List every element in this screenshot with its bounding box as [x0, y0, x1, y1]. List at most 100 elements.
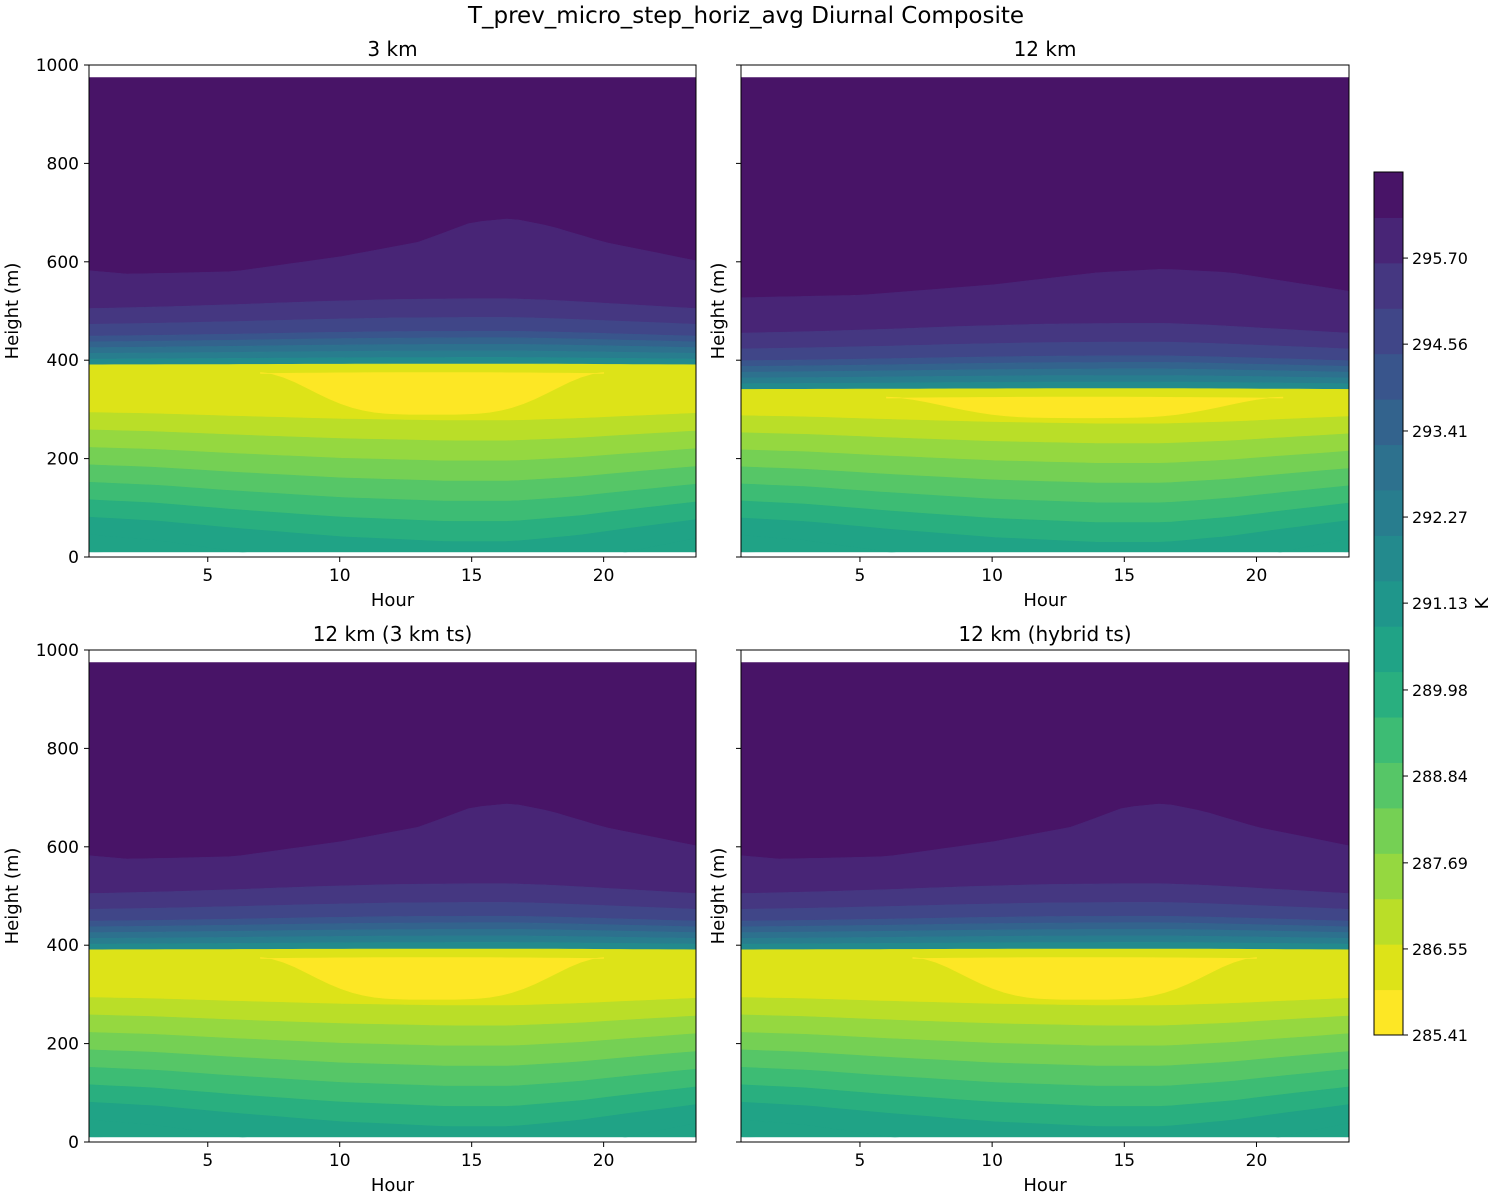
colorbar-swatch	[1374, 853, 1403, 900]
contour-band	[89, 357, 696, 366]
y-tick-label: 200	[47, 1035, 79, 1055]
contour-band	[741, 517, 1349, 553]
x-tick-label: 10	[981, 566, 1003, 586]
contour-band	[89, 942, 696, 951]
panel-12km-3km-ts: 12 km (3 km ts) 5 10 15 20 Hour 0 200 400 600 800 1…	[2, 622, 697, 1196]
x-tick-label: 15	[461, 566, 483, 586]
colorbar-tick-label: 285.41	[1412, 1026, 1468, 1045]
colorbar-swatch	[1374, 308, 1403, 355]
warm-core-band	[260, 372, 604, 415]
contour-field	[89, 662, 696, 1138]
panel-12km: 12 km 5 10 15 20 Hour Height (m)	[708, 37, 1350, 611]
panel-title: 12 km (hybrid ts)	[958, 622, 1131, 646]
colorbar-swatch	[1374, 989, 1403, 1036]
contour-field	[741, 662, 1349, 1138]
colorbar-swatch	[1374, 353, 1403, 400]
colorbar-swatch	[1374, 807, 1403, 854]
contour-band	[741, 534, 1349, 553]
x-axis-label: Hour	[371, 1175, 415, 1196]
x-axis-label: Hour	[1023, 1175, 1067, 1196]
colorbar-swatch	[1374, 262, 1403, 309]
axes-frame	[88, 64, 697, 558]
panel-3km: 3 km 5 10 15 20 Hour 0 200 400 600 800 1000 Height (…	[2, 37, 697, 611]
colorbar-tick-label: 288.84	[1412, 767, 1468, 786]
panel-title: 3 km	[367, 37, 417, 61]
contour-band	[89, 1119, 696, 1138]
panel-12km-hybrid-ts: 12 km (hybrid ts) 5 10 15 20 Hour Height (m)	[708, 622, 1350, 1196]
colorbar-tick-label: 295.70	[1412, 249, 1468, 268]
figure-title: T_prev_micro_step_horiz_avg Diurnal Comp…	[467, 3, 1024, 29]
contour-band	[741, 1119, 1349, 1138]
contour-band	[89, 1101, 696, 1138]
colorbar-swatch	[1374, 762, 1403, 809]
x-tick-label: 5	[855, 1151, 866, 1171]
x-axis-label: Hour	[1023, 590, 1067, 611]
y-axis-label: Height (m)	[2, 263, 23, 360]
y-tick-label: 800	[47, 154, 79, 174]
x-tick-label: 5	[855, 566, 866, 586]
x-tick-label: 15	[1113, 566, 1135, 586]
y-tick-label: 600	[47, 253, 79, 273]
x-tick-label: 15	[461, 1151, 483, 1171]
y-axis-label: Height (m)	[708, 263, 729, 360]
axes-frame	[88, 649, 697, 1143]
warm-core-band	[260, 957, 604, 1000]
x-tick-label: 20	[1246, 1151, 1268, 1171]
contour-field	[741, 77, 1349, 553]
colorbar-swatch	[1374, 217, 1403, 264]
contour-band	[741, 942, 1349, 951]
x-tick-label: 5	[202, 1151, 213, 1171]
panel-title: 12 km (3 km ts)	[313, 622, 473, 646]
colorbar-swatch	[1374, 444, 1403, 491]
y-axis-label: Height (m)	[2, 848, 23, 945]
colorbar-tick-label: 287.69	[1412, 854, 1468, 873]
warm-core-band	[912, 957, 1257, 1000]
x-tick-label: 20	[593, 566, 615, 586]
colorbar-swatch	[1374, 944, 1403, 991]
x-tick-label: 20	[593, 1151, 615, 1171]
contour-field	[89, 77, 696, 553]
warm-core-band	[886, 396, 1284, 419]
y-tick-label: 1000	[36, 56, 79, 76]
contour-band	[741, 1101, 1349, 1138]
x-tick-label: 10	[329, 566, 351, 586]
colorbar-swatch	[1374, 717, 1403, 763]
colorbar: 285.41 286.55 287.69 288.84 289.98 291.13 292.…	[1373, 171, 1493, 1045]
contour-band	[741, 77, 1349, 299]
axes-frame	[740, 64, 1350, 558]
colorbar-tick-label: 289.98	[1412, 681, 1468, 700]
colorbar-tick-label: 294.56	[1412, 335, 1468, 354]
x-axis-label: Hour	[371, 590, 415, 611]
colorbar-tick-label: 292.27	[1412, 508, 1468, 527]
colorbar-swatch	[1374, 399, 1403, 446]
x-tick-label: 20	[1246, 566, 1268, 586]
panel-title: 12 km	[1014, 37, 1077, 61]
y-tick-label: 0	[68, 548, 79, 568]
colorbar-tick-label: 293.41	[1412, 422, 1468, 441]
y-tick-label: 600	[47, 838, 79, 858]
x-tick-label: 5	[202, 566, 213, 586]
colorbar-swatch	[1374, 898, 1403, 945]
x-tick-label: 10	[329, 1151, 351, 1171]
y-tick-label: 200	[47, 450, 79, 470]
y-tick-label: 800	[47, 739, 79, 759]
colorbar-label: K	[1472, 596, 1493, 609]
x-tick-label: 15	[1113, 1151, 1135, 1171]
colorbar-swatch	[1374, 580, 1403, 627]
axes-frame	[740, 649, 1350, 1143]
colorbar-swatch	[1374, 535, 1403, 582]
colorbar-tick-label: 291.13	[1412, 594, 1468, 613]
x-tick-label: 10	[981, 1151, 1003, 1171]
y-axis-label: Height (m)	[708, 848, 729, 945]
colorbar-tick-label: 286.55	[1412, 940, 1468, 959]
y-tick-label: 0	[68, 1133, 79, 1153]
contour-band	[741, 381, 1349, 390]
colorbar-swatch	[1374, 489, 1403, 536]
colorbar-swatch	[1374, 172, 1403, 218]
colorbar-swatch	[1374, 671, 1403, 718]
y-tick-label: 400	[47, 936, 79, 956]
contour-band	[89, 516, 696, 553]
y-tick-label: 1000	[36, 641, 79, 661]
contour-band	[89, 534, 696, 553]
